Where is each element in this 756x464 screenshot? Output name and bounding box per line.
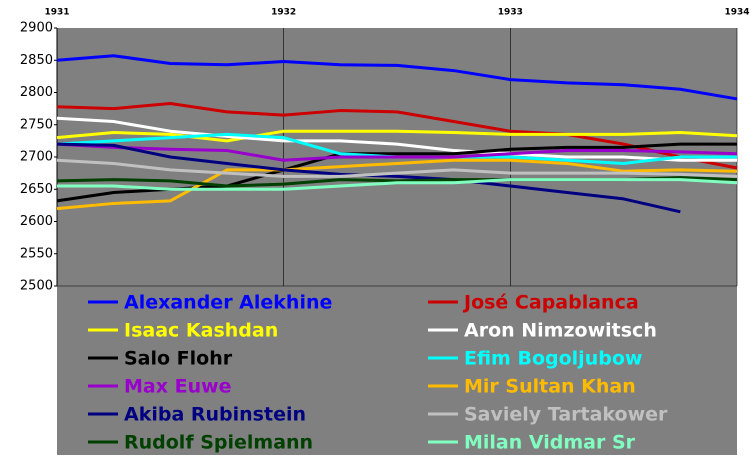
- legend-label: Rudolf Spielmann: [124, 432, 313, 454]
- y-tick-label: 2500: [20, 279, 53, 294]
- legend-label: Milan Vidmar Sr: [464, 432, 636, 454]
- y-tick-label: 2800: [20, 85, 53, 100]
- legend-label: Salo Flohr: [124, 348, 233, 370]
- legend-label: Akiba Rubinstein: [124, 404, 306, 426]
- legend-label: Isaac Kashdan: [124, 320, 278, 342]
- x-tick-label: 1933: [498, 8, 523, 18]
- series-line: [56, 101, 738, 170]
- x-tick-label: 1934: [724, 8, 749, 18]
- legend-label: José Capablanca: [462, 292, 639, 314]
- y-tick-label: 2650: [20, 182, 53, 197]
- y-tick-label: 2750: [20, 117, 53, 132]
- legend-label: Saviely Tartakower: [464, 404, 668, 426]
- y-tick-label: 2850: [20, 53, 53, 68]
- x-tick-label: 1931: [44, 8, 69, 18]
- x-tick-label: 1932: [271, 8, 296, 18]
- series-line: [56, 158, 738, 211]
- legend-label: Alexander Alekhine: [124, 292, 332, 314]
- legend-label: Max Euwe: [124, 376, 232, 398]
- legend-label: Mir Sultan Khan: [464, 376, 636, 398]
- series-line: [56, 54, 738, 101]
- plot-background: [57, 28, 737, 455]
- legend-label: Aron Nimzowitsch: [464, 320, 657, 342]
- y-tick-label: 2600: [20, 214, 53, 229]
- y-tick-label: 2700: [20, 150, 53, 165]
- series-line: [56, 116, 737, 162]
- legend-label: Efim Bogoljubow: [464, 348, 642, 370]
- y-tick-label: 2900: [20, 21, 53, 36]
- series-line: [57, 178, 738, 191]
- series-line: [56, 158, 738, 178]
- y-tick-label: 2550: [20, 246, 53, 261]
- series-line: [56, 129, 738, 143]
- series-line: [56, 142, 738, 162]
